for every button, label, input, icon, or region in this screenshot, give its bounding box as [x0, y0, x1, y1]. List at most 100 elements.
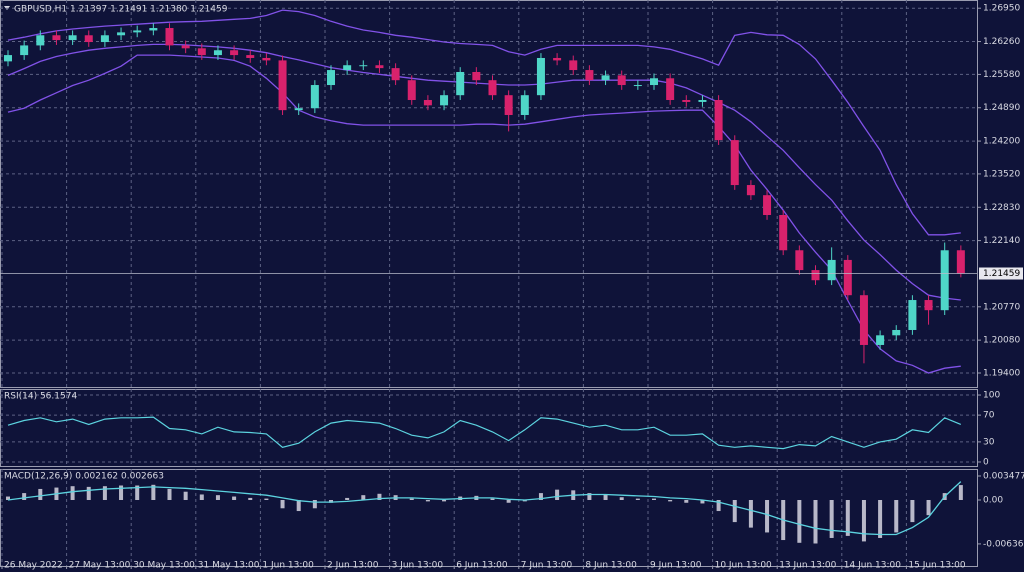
macd-signal [7, 481, 962, 536]
macd-bar [151, 484, 156, 500]
macd-bar [684, 499, 689, 503]
candle-body [730, 140, 739, 186]
candle-body [327, 70, 335, 86]
y-tick-label: 1.24200 [983, 137, 1020, 147]
x-tick-label: 3 Jun 13:00 [392, 561, 444, 571]
macd-bar [490, 498, 495, 500]
candle-body [876, 335, 885, 345]
macd-bar [797, 499, 802, 543]
candle-body [682, 100, 691, 102]
panel-frame [0, 0, 978, 388]
candle-body [763, 195, 772, 215]
y-tick-label: 1.25580 [983, 70, 1020, 80]
macd-bar [765, 499, 770, 533]
macd-bar [652, 498, 656, 500]
x-tick-label: 31 May 13:00 [198, 561, 260, 571]
candle-body [165, 28, 174, 46]
candle-body [859, 295, 868, 345]
macd-bar [215, 495, 220, 500]
candle-body [650, 78, 658, 86]
y-tick-label: 1.23520 [983, 169, 1020, 179]
rsi-line [7, 416, 962, 450]
x-tick-label: 30 May 13:00 [133, 561, 195, 571]
candle-body [359, 65, 368, 67]
candle-body [230, 50, 239, 56]
macd-bar [587, 493, 592, 500]
candle-body [36, 35, 45, 46]
macd-bar [345, 497, 350, 500]
candle-body [423, 100, 432, 106]
macd-bar [700, 499, 705, 504]
macd-header: MACD(12,26,9) 0.002162 0.002663 [4, 472, 164, 482]
macd-bar [555, 489, 560, 500]
candle-body [181, 45, 190, 49]
y-tick-label: 0.003477 [983, 471, 1024, 481]
macd-bar [86, 486, 91, 500]
candle-body [343, 65, 352, 71]
macd-bar [119, 485, 124, 500]
macd-bar [329, 499, 333, 503]
macd-bar [22, 493, 27, 500]
macd-bar [425, 499, 430, 502]
candle-body [294, 108, 303, 111]
macd-bar [183, 491, 188, 500]
macd-bar [861, 499, 866, 542]
bollinger-lower [7, 54, 961, 374]
x-tick-label: 13 Jun 13:00 [779, 561, 836, 571]
candle-body [117, 32, 126, 36]
macd-bar [135, 485, 140, 500]
macd-bar [280, 499, 285, 509]
candle-body [843, 259, 852, 296]
candle-body [666, 78, 675, 101]
macd-bar [361, 495, 366, 500]
candle-body [956, 250, 965, 274]
candle-body [391, 68, 400, 81]
macd-bar [199, 494, 204, 500]
candle-body [246, 55, 255, 58]
candle-body [617, 75, 626, 86]
candle-body [827, 259, 836, 281]
macd-bar [296, 499, 301, 512]
candle-body [310, 85, 319, 109]
macd-bar [538, 493, 543, 500]
x-tick-label: 15 Jun 13:00 [908, 561, 965, 571]
macd-bar [845, 499, 850, 536]
candle-body [779, 215, 788, 251]
x-tick-label: 8 Jun 13:00 [585, 561, 637, 571]
y-tick-label: 1.22830 [983, 203, 1020, 213]
macd-bar [748, 499, 753, 528]
candle-body [197, 48, 206, 56]
y-tick-label: 1.22140 [983, 236, 1020, 246]
x-tick-label: 14 Jun 13:00 [844, 561, 901, 571]
y-tick-label: 1.26260 [983, 37, 1020, 47]
x-tick-label: 1 Jun 13:00 [262, 561, 314, 571]
macd-bar [264, 498, 269, 500]
y-tick-label: 1.20080 [983, 336, 1020, 346]
y-tick-label: 30 [983, 437, 995, 447]
candle-body [601, 75, 610, 81]
candle-body [407, 80, 416, 101]
candle-body [924, 300, 933, 311]
candle-body [20, 45, 29, 56]
x-tick-label: 9 Jun 13:00 [650, 561, 702, 571]
macd-bar [409, 498, 414, 500]
macd-bar [38, 488, 43, 500]
macd-bar [878, 499, 883, 538]
macd-bar [167, 488, 172, 500]
candle-body [278, 60, 287, 111]
candle-body [133, 30, 142, 33]
macd-bar [732, 499, 737, 523]
symbol-header: GBPUSD,H1 1.21397 1.21491 1.21380 1.2145… [14, 5, 228, 15]
macd-bar [958, 485, 963, 500]
candle-body [504, 95, 513, 115]
candle-body [488, 80, 497, 96]
candle-body [746, 185, 755, 196]
candle-body [213, 50, 222, 56]
x-tick-label: 10 Jun 13:00 [715, 561, 772, 571]
macd-bar [894, 499, 899, 533]
candle-body [585, 70, 594, 81]
last-price-label: 1.21459 [983, 269, 1020, 279]
macd-bar [716, 499, 721, 512]
